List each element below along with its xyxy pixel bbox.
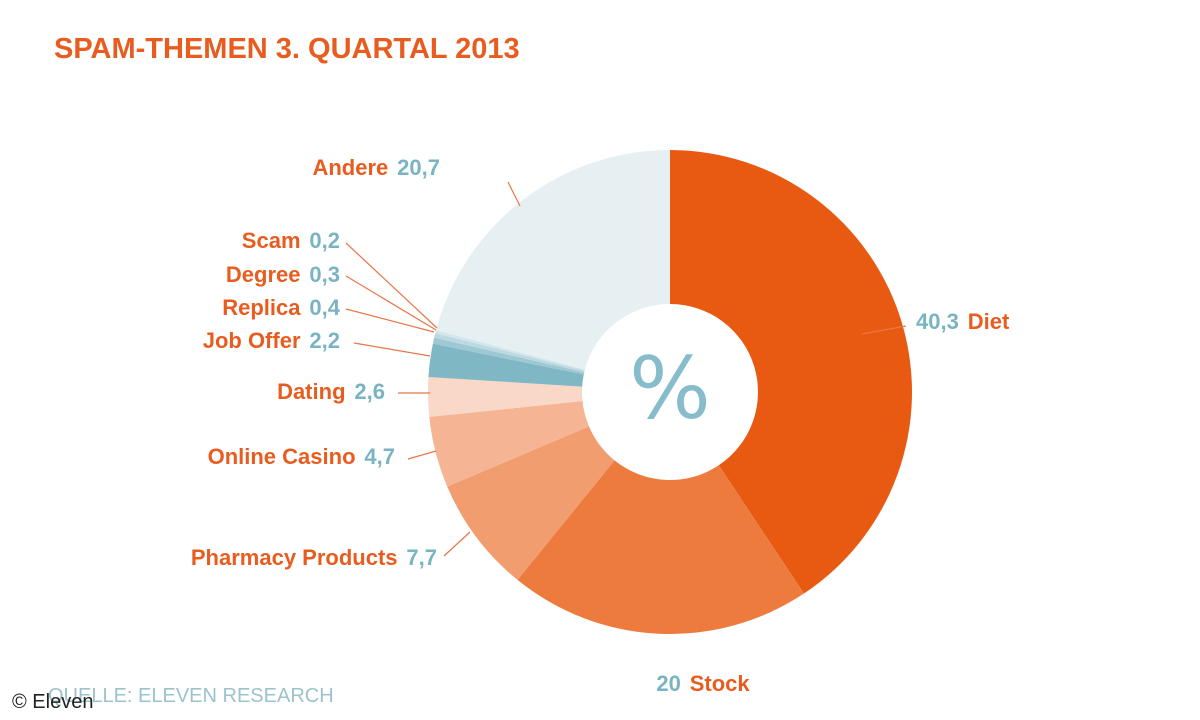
chart-title: SPAM-THEMEN 3. QUARTAL 2013 bbox=[54, 33, 520, 65]
pie-slices bbox=[427, 149, 912, 634]
pie-slice-diet bbox=[670, 150, 912, 594]
slice-label-name: Stock bbox=[690, 671, 751, 696]
slice-label-value: 2,2 bbox=[309, 328, 340, 353]
pie-slice-job-offer bbox=[428, 343, 584, 387]
slice-label-value: 4,7 bbox=[364, 444, 395, 469]
slice-label-name: Job Offer bbox=[203, 328, 301, 353]
leader-line-replica bbox=[345, 308, 435, 333]
watermark: © Eleven bbox=[12, 691, 93, 713]
slice-label-name: Degree bbox=[226, 262, 301, 287]
slice-label-online-casino: Online Casino 4,7 bbox=[208, 444, 395, 469]
slice-label-value: 20 bbox=[656, 671, 680, 696]
slice-label-name: Replica bbox=[222, 295, 301, 320]
leader-line-degree bbox=[345, 275, 437, 331]
slice-label-value: 7,7 bbox=[406, 545, 437, 570]
slice-label-scam: Scam 0,2 bbox=[242, 228, 340, 253]
slice-label-job-offer: Job Offer 2,2 bbox=[203, 328, 340, 353]
slice-label-name: Dating bbox=[277, 379, 345, 404]
slice-label-degree: Degree 0,3 bbox=[226, 262, 340, 287]
leader-line-diet bbox=[861, 325, 907, 335]
leader-line-scam bbox=[345, 242, 438, 329]
source-label: QUELLE: ELEVEN RESEARCH bbox=[48, 685, 334, 707]
leader-line-online-casino bbox=[407, 450, 437, 460]
slice-label-stock: 20 Stock bbox=[656, 671, 750, 696]
leader-line-pharmacy-products bbox=[443, 531, 471, 557]
center-percent-symbol: % bbox=[629, 339, 711, 439]
slice-label-value: 20,7 bbox=[397, 155, 440, 180]
slice-label-value: 2,6 bbox=[354, 379, 385, 404]
pie-slice-degree bbox=[434, 333, 585, 373]
slice-label-value: 0,2 bbox=[309, 228, 340, 253]
slice-label-andere: Andere 20,7 bbox=[312, 155, 440, 180]
slice-label-name: Online Casino bbox=[208, 444, 356, 469]
pie-slice-andere bbox=[436, 149, 670, 370]
pie-slice-pharmacy-products bbox=[447, 426, 615, 580]
slice-label-pharmacy-products: Pharmacy Products 7,7 bbox=[191, 545, 437, 570]
slice-label-value: 40,3 bbox=[916, 309, 959, 334]
leader-line-job-offer bbox=[353, 342, 431, 357]
pie-slice-online-casino bbox=[429, 401, 589, 487]
slice-label-replica: Replica 0,4 bbox=[222, 295, 341, 320]
slice-label-value: 0,4 bbox=[309, 295, 340, 320]
slice-label-value: 0,3 bbox=[309, 262, 340, 287]
pie-slice-dating bbox=[427, 377, 583, 417]
pie-slice-stock bbox=[517, 460, 804, 634]
leader-line-andere bbox=[507, 181, 521, 207]
slice-label-dating: Dating 2,6 bbox=[277, 379, 385, 404]
slice-label-name: Pharmacy Products bbox=[191, 545, 398, 570]
pie-slice-scam bbox=[435, 330, 585, 371]
slice-label-diet: 40,3 Diet bbox=[916, 309, 1010, 334]
pie-slice-replica bbox=[432, 337, 585, 375]
slice-label-name: Diet bbox=[968, 309, 1010, 334]
slice-label-name: Scam bbox=[242, 228, 301, 253]
slice-labels: 40,3 Diet 20 Stock Pharmacy Products 7,7 On… bbox=[191, 155, 1010, 696]
leader-lines bbox=[345, 181, 907, 557]
slice-label-name: Andere bbox=[312, 155, 388, 180]
